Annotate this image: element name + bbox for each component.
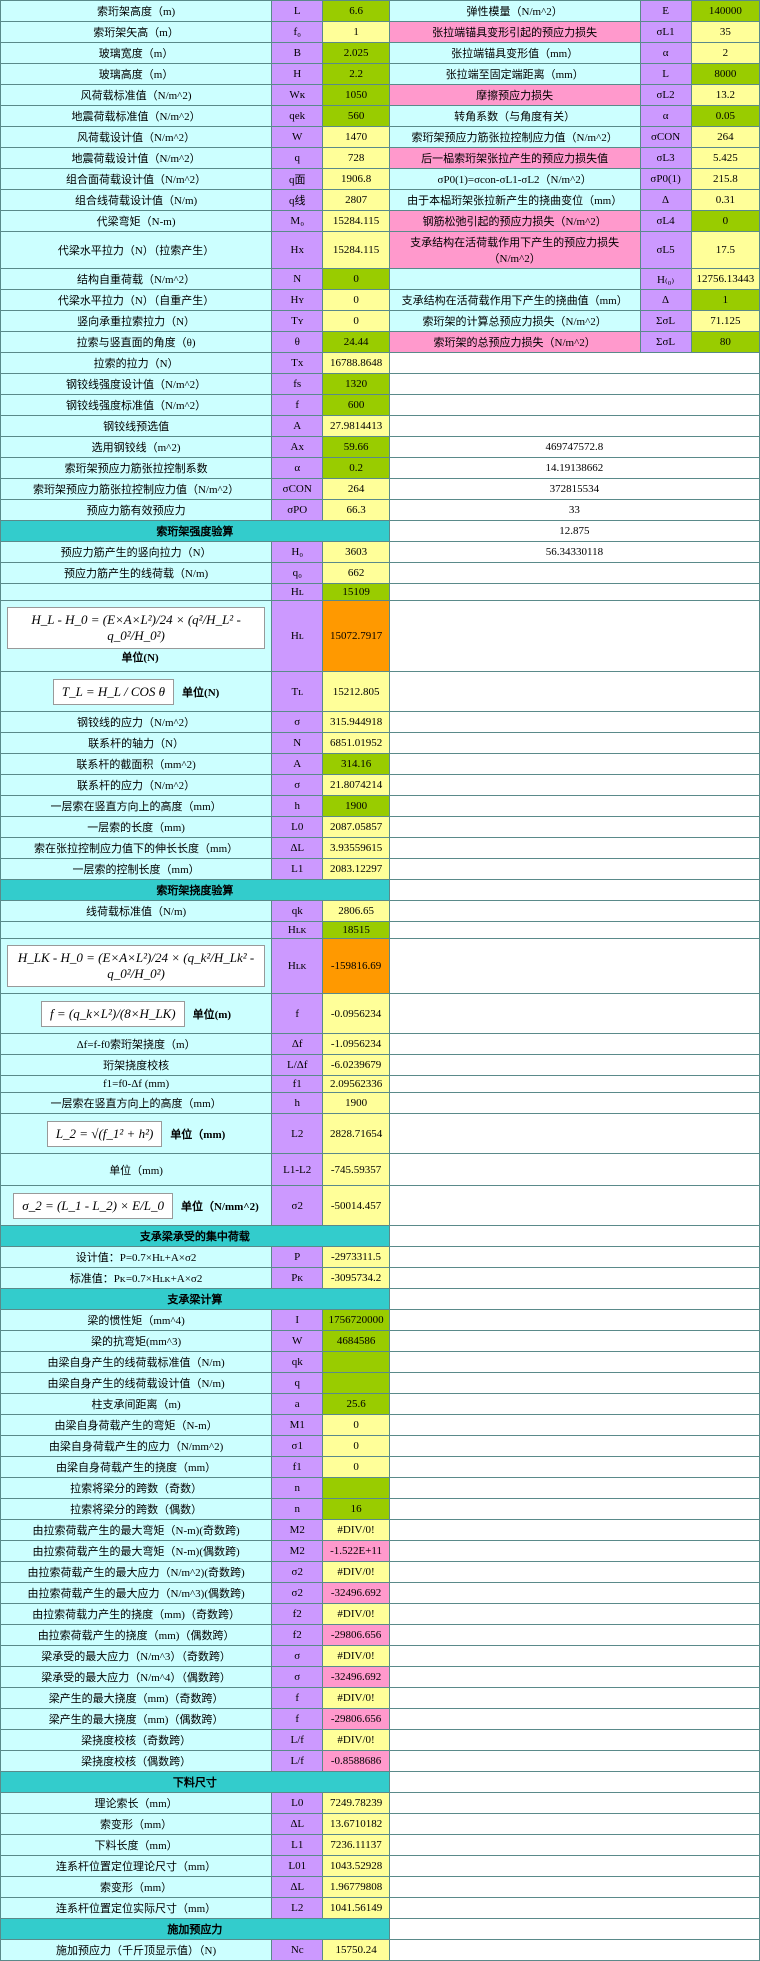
formula-box: H_L - H_0 = (E×A×L²)/24 × (q²/H_L² - q_0…	[7, 607, 265, 649]
formula-box: T_L = H_L / COS θ	[53, 679, 174, 705]
formula-box: L_2 = √(f_1² + h²)	[47, 1121, 162, 1147]
formula-box: f = (q_k×L²)/(8×H_LK)	[41, 1001, 185, 1027]
formula-box: σ_2 = (L_1 - L_2) × E/L_0	[13, 1193, 173, 1219]
calculation-table: 索珩架高度（m)L6.6弹性模量（N/m^2）E140000索珩架矢高（m）f₀…	[0, 0, 760, 1961]
formula-box: H_LK - H_0 = (E×A×L²)/24 × (q_k²/H_Lk² -…	[7, 945, 265, 987]
